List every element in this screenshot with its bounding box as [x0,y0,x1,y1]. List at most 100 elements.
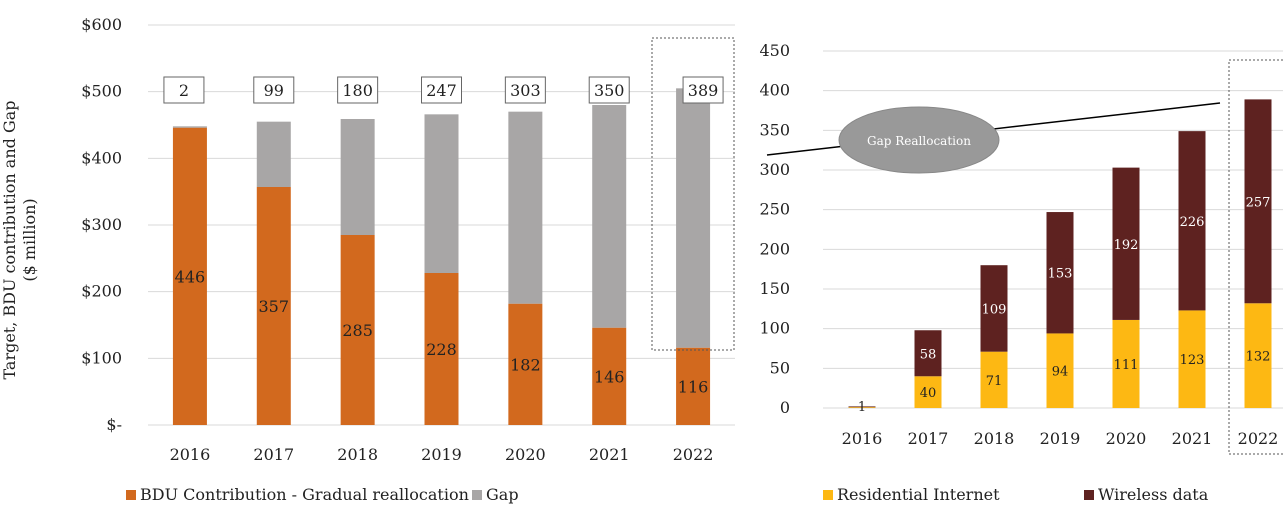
data-label-gap-2018: 180 [342,81,373,100]
data-label-gap-2022: 389 [688,81,719,100]
right-x-ticks: 2016 2017 2018 2019 2020 2021 2022 [842,429,1279,448]
right-y-tick-label: 450 [759,41,790,60]
bar-bdu-2021 [592,327,627,425]
right-y-ticks: 0 50 100 150 200 250 300 350 400 450 [759,41,790,417]
left-y-tick-label: $600 [81,15,122,34]
bar-gap-2019 [424,114,459,273]
right-y-tick-label: 350 [759,120,790,139]
right-legend: Residential Internet Wireless data [823,485,1209,504]
bar-wireless-2021 [1178,131,1206,311]
bar-bdu-2022 [676,347,711,425]
right-bars [848,99,1272,408]
data-label-wireless-2021: 226 [1180,215,1205,230]
bar-bdu-2017 [256,187,291,425]
legend-label-wireless: Wireless data [1098,485,1209,504]
left-x-tick-label: 2019 [421,445,462,464]
bar-wireless-2017 [914,330,942,377]
legend-swatch-residential [823,490,833,500]
gap-reallocation-label: Gap Reallocation [867,134,971,148]
right-y-tick-label: 150 [759,279,790,298]
callout-box-gap-2016 [163,76,205,104]
right-x-tick-label: 2017 [908,429,949,448]
right-data-labels: 1 40 58 71 109 94 153 111 192 123 226 132 257 [858,195,1271,415]
legend-label-residential: Residential Internet [837,485,1000,504]
left-x-ticks: 2016 2017 2018 2019 2020 2021 2022 [170,445,714,464]
bar-bdu-2019 [424,273,459,425]
left-chart: $-$100$200$300$400$500$600 2016 2017 2018 2… [0,15,735,504]
bar-gap-2017 [256,121,291,187]
bar-gap-2022 [676,88,711,348]
bar-residential-2017 [914,376,942,408]
callout-box-gap-2018 [337,76,379,104]
right-y-tick-label: 400 [759,81,790,100]
right-x-tick-label: 2019 [1040,429,1081,448]
bar-residential-2020 [1112,319,1140,408]
data-label-bdu-2020: 182 [510,355,541,374]
data-label-residential-2017: 40 [920,386,937,401]
right-y-tick-label: 100 [759,319,790,338]
left-bars [172,88,711,426]
bar-residential-2016 [848,407,876,408]
left-x-tick-label: 2020 [505,445,546,464]
callout-box-gap-2020 [504,76,546,104]
bar-bdu-2016 [172,127,207,426]
data-label-gap-2021: 350 [594,81,625,100]
legend-swatch-gap [472,490,482,500]
data-label-residential-2019: 94 [1052,365,1069,380]
left-y-tick-label: $200 [81,282,122,301]
right-x-tick-label: 2016 [842,429,883,448]
right-chart: 0 50 100 150 200 250 300 350 400 450 2016 2017 2018… [759,41,1283,504]
data-label-residential-2021: 123 [1180,353,1205,368]
data-label-wireless-2017: 58 [920,347,937,362]
legend-swatch-bdu [126,490,136,500]
legend-swatch-wireless [1084,490,1094,500]
bar-wireless-2022 [1244,99,1272,304]
data-label-wireless-2022: 257 [1246,195,1271,210]
left-highlight-box-2022 [651,37,735,351]
left-ylabel-line1: Target, BDU contribution and Gap [0,100,19,379]
callout-box-gap-2022 [682,76,724,104]
data-label-residential-2018: 71 [986,374,1003,389]
bar-wireless-2016 [848,406,876,408]
data-label-bdu-2022: 116 [678,377,709,396]
gap-reallocation-oval [838,106,1000,174]
data-label-gap-2016: 2 [179,81,189,100]
left-x-tick-label: 2021 [589,445,630,464]
right-y-tick-label: 50 [770,358,790,377]
left-y-tick-label: $- [106,415,122,434]
left-y-tick-label: $500 [81,82,122,101]
bar-wireless-2020 [1112,167,1140,320]
data-label-wireless-2020: 192 [1114,238,1139,253]
callout-box-gap-2017 [253,76,295,104]
left-x-tick-label: 2016 [170,445,211,464]
bar-residential-2022 [1244,303,1272,408]
data-label-bdu-2017: 357 [259,297,290,316]
right-y-tick-label: 250 [759,200,790,219]
data-label-residential-2022: 132 [1246,350,1271,365]
left-x-tick-label: 2017 [253,445,294,464]
left-y-ticks: $- $100 $200 $300 $400 $500 $600 [81,15,122,434]
left-y-tick-label: $100 [81,348,122,367]
data-label-bdu-2018: 285 [342,321,373,340]
right-y-tick-label: 0 [780,398,790,417]
callout-box-gap-2021 [588,76,630,104]
left-y-tick-label: $400 [81,148,122,167]
data-label-gap-2017: 99 [264,81,284,100]
data-label-bdu-2016: 446 [175,267,206,286]
bar-gap-2018 [340,119,375,235]
data-label-residential-2016: 1 [858,400,866,415]
right-y-tick-label: 200 [759,239,790,258]
data-label-gap-2019: 247 [426,81,457,100]
bar-wireless-2019 [1046,212,1074,334]
right-x-tick-label: 2018 [974,429,1015,448]
bar-gap-2016 [172,126,207,128]
right-x-tick-label: 2021 [1172,429,1213,448]
legend-label-gap: Gap [486,485,519,504]
left-data-labels: 446 2 357 99 285 180 228 247 182 303 146 350 116 389 [163,76,724,396]
left-x-tick-label: 2022 [673,445,714,464]
bar-residential-2021 [1178,310,1206,408]
legend-label-bdu: BDU Contribution - Gradual reallocation [140,485,469,504]
data-label-bdu-2021: 146 [594,367,625,386]
right-highlight-box-2022 [1228,59,1283,455]
